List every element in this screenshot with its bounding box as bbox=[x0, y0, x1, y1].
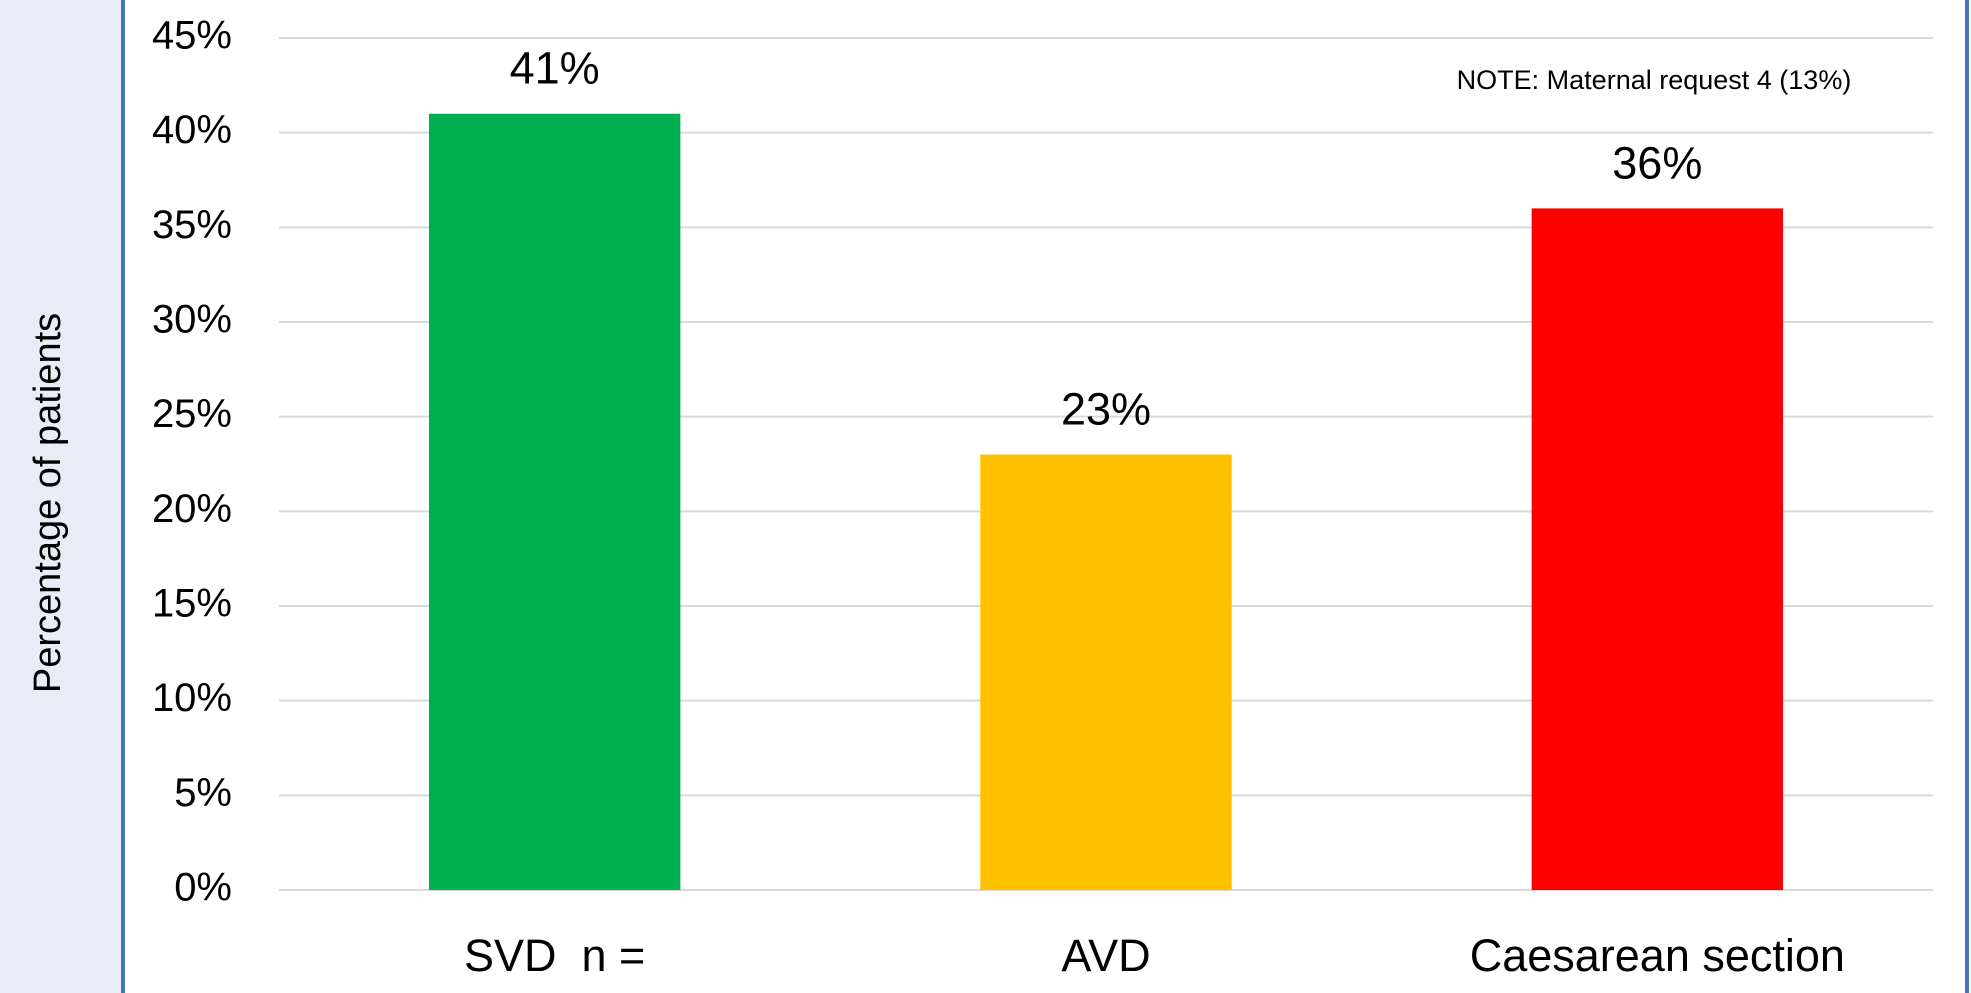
annotation: NOTE: Maternal request 4 (13%) bbox=[1457, 65, 1852, 95]
x-tick-label: AVD bbox=[1061, 930, 1150, 981]
bar bbox=[428, 113, 681, 890]
y-tick-label: 10% bbox=[152, 676, 232, 720]
y-tick-label: 30% bbox=[152, 298, 232, 342]
y-tick-label: 5% bbox=[174, 771, 232, 815]
x-tick-label: SVD n = bbox=[464, 930, 645, 981]
value-label: 36% bbox=[1612, 137, 1702, 188]
y-tick-label: 25% bbox=[152, 392, 232, 436]
side-panel bbox=[0, 0, 122, 993]
y-tick-label: 15% bbox=[152, 582, 232, 626]
y-tick-label: 40% bbox=[152, 108, 232, 152]
bar bbox=[980, 454, 1232, 890]
x-tick-label: Caesarean section bbox=[1470, 930, 1845, 981]
y-tick-label: 20% bbox=[152, 487, 232, 531]
y-axis-label: Percentage of patients bbox=[27, 313, 69, 693]
value-label: 23% bbox=[1061, 383, 1151, 434]
y-tick-label: 0% bbox=[174, 866, 232, 910]
y-tick-label: 45% bbox=[152, 14, 232, 58]
bar bbox=[1531, 208, 1784, 890]
value-label: 41% bbox=[510, 43, 600, 94]
y-tick-label: 35% bbox=[152, 203, 232, 247]
